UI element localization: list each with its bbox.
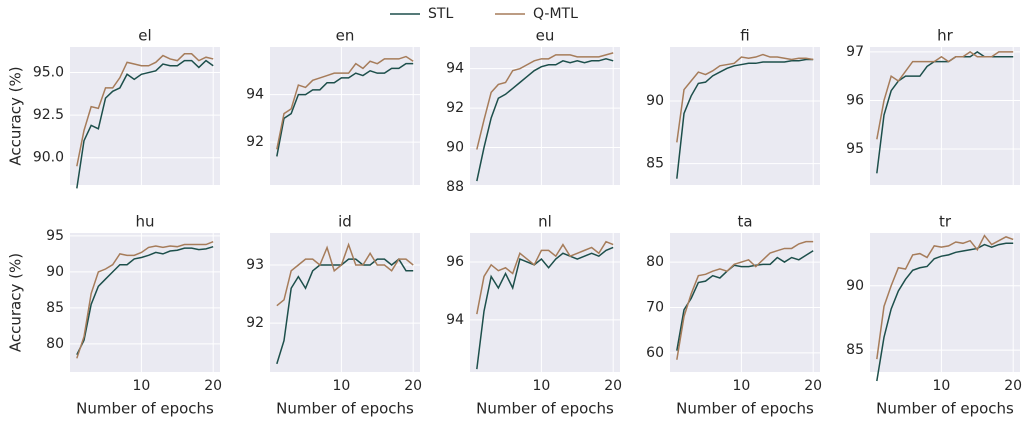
series-line — [276, 62, 414, 157]
legend-label: Q-MTL — [533, 6, 578, 22]
y-tick-label: 85 — [646, 156, 664, 172]
x-axis-label: Number of epochs — [276, 400, 414, 418]
series-line — [676, 53, 814, 143]
y-axis-label: Accuracy (%) — [7, 253, 25, 352]
plot-area — [470, 233, 620, 372]
y-tick-label: 94 — [246, 87, 264, 103]
series-line — [76, 59, 214, 189]
subplot-title: fi — [740, 27, 749, 45]
subplot-title: eu — [536, 27, 555, 45]
x-axis-label: Number of epochs — [676, 400, 814, 418]
subplot-title: hr — [937, 27, 954, 45]
y-tick-label: 92 — [246, 315, 264, 331]
y-tick-label: 90 — [46, 264, 64, 280]
x-tick-label: 20 — [204, 378, 222, 394]
series-line — [476, 246, 614, 370]
x-axis-label: Number of epochs — [876, 400, 1014, 418]
subplot: 92 94 en — [246, 27, 420, 185]
series-line — [676, 240, 814, 360]
subplot-title: ta — [737, 213, 752, 231]
series-line — [476, 58, 614, 182]
y-tick-label: 90 — [846, 278, 864, 294]
series-line — [476, 52, 614, 150]
y-tick-label: 93 — [246, 257, 264, 273]
series-line — [876, 242, 1014, 382]
subplot-title: id — [338, 213, 352, 231]
subplot-title: hu — [135, 213, 154, 231]
y-tick-label: 96 — [446, 254, 464, 270]
y-tick-label: 94 — [446, 312, 464, 328]
plot-area — [70, 47, 220, 185]
y-tick-label: 94 — [446, 61, 464, 77]
series-line — [276, 242, 414, 307]
y-tick-label: 90.0 — [33, 150, 64, 166]
y-tick-label: 92 — [246, 134, 264, 150]
x-tick-label: 10 — [332, 378, 350, 394]
y-tick-label: 80 — [646, 254, 664, 270]
x-tick-label: 20 — [604, 378, 622, 394]
series-line — [276, 55, 414, 150]
subplot: 85 90 fi — [646, 27, 820, 185]
plot-area — [670, 233, 820, 372]
y-tick-label: 90 — [646, 93, 664, 109]
y-tick-label: 92 — [446, 100, 464, 116]
subplot-title: tr — [939, 213, 952, 231]
subplot-title: en — [336, 27, 355, 45]
plot-area — [670, 47, 820, 185]
x-tick-label: 10 — [932, 378, 950, 394]
series-line — [876, 234, 1014, 360]
y-tick-label: 96 — [846, 92, 864, 108]
x-tick-label: 10 — [732, 378, 750, 394]
x-axis-label: Number of epochs — [76, 400, 214, 418]
series-line — [676, 58, 814, 179]
subplot: 85 90 10 20 tr Number of epochs — [846, 213, 1022, 418]
legend-item: Q-MTL — [495, 6, 578, 22]
subplot: 92 93 10 20 id Number of epochs — [246, 213, 422, 418]
plot-area — [470, 47, 620, 185]
plot-area — [270, 47, 420, 185]
legend-label: STL — [428, 6, 453, 22]
y-tick-label: 70 — [646, 299, 664, 315]
series-line — [276, 258, 414, 365]
series-line — [676, 250, 814, 351]
y-tick-label: 88 — [446, 179, 464, 195]
subplot: 94 96 10 20 nl Number of epochs — [446, 213, 622, 418]
y-tick-label: 95 — [46, 228, 64, 244]
x-tick-label: 20 — [804, 378, 822, 394]
y-tick-label: 95.0 — [33, 65, 64, 81]
y-tick-label: 92.5 — [33, 107, 64, 123]
y-tick-label: 60 — [646, 345, 664, 361]
y-tick-label: 80 — [46, 336, 64, 352]
x-tick-label: 10 — [532, 378, 550, 394]
subplot: 95 96 97 hr — [846, 27, 1020, 185]
y-tick-label: 97 — [846, 44, 864, 60]
x-tick-label: 20 — [1004, 378, 1022, 394]
y-axis-label: Accuracy (%) — [7, 66, 25, 165]
x-tick-label: 20 — [404, 378, 422, 394]
series-line — [476, 240, 614, 315]
series-line — [76, 53, 214, 167]
subplot-title: nl — [538, 213, 552, 231]
subplot: 88 90 92 94 eu — [446, 27, 620, 195]
subplot-title: el — [138, 27, 151, 45]
subplot: 90.0 92.5 95.0 el Accuracy (%) — [7, 27, 220, 189]
plot-area — [870, 233, 1020, 372]
y-tick-label: 90 — [446, 140, 464, 156]
x-tick-label: 10 — [132, 378, 150, 394]
plot-area — [870, 47, 1020, 185]
series-line — [876, 50, 1014, 140]
y-tick-label: 95 — [846, 141, 864, 157]
y-tick-label: 85 — [46, 300, 64, 316]
y-tick-label: 85 — [846, 342, 864, 358]
series-line — [76, 240, 214, 359]
subplot: 80 85 90 95 10 20 hu Number of epochs Accuracy (… — [7, 213, 223, 418]
x-axis-label: Number of epochs — [476, 400, 614, 418]
series-line — [76, 245, 214, 356]
subplot: 60 70 80 10 20 ta Number of epochs — [646, 213, 822, 418]
legend-item: STL — [390, 6, 453, 22]
